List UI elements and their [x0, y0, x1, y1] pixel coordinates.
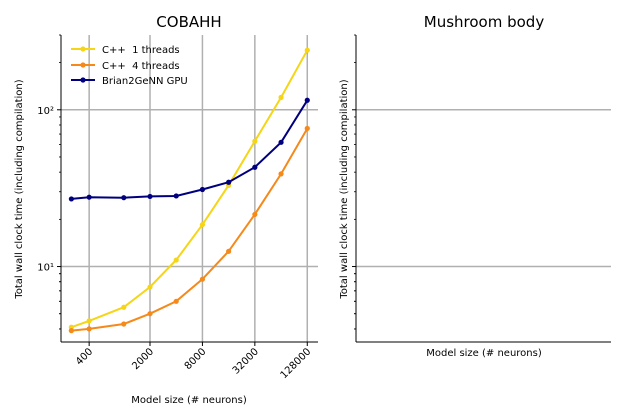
left-series-points: [68, 47, 310, 334]
data-point: [173, 257, 179, 263]
data-point: [278, 94, 284, 100]
data-point: [173, 193, 179, 199]
data-point: [68, 196, 74, 202]
data-point: [86, 318, 92, 324]
y-tick-label: 10¹: [37, 263, 54, 274]
data-point: [304, 125, 310, 132]
data-point: [226, 248, 232, 254]
legend-entry-cpp-4-threads: C++ 4 threads: [102, 61, 180, 72]
right-grid: [356, 109, 611, 268]
data-point: [199, 186, 206, 193]
left-chart-title: COBAHH: [156, 13, 221, 31]
series-line-1: [71, 128, 309, 332]
data-point: [86, 194, 92, 200]
legend-swatch-marker: [80, 62, 86, 68]
data-point: [226, 179, 232, 185]
x-tick-label: 8000: [183, 346, 209, 372]
data-point: [252, 138, 258, 144]
right-panel: Mushroom body Model size (# neurons) Tot…: [339, 13, 611, 359]
legend-swatch-marker: [80, 77, 86, 83]
right-chart-title: Mushroom body: [424, 13, 545, 31]
data-point: [173, 298, 179, 304]
data-point: [278, 171, 284, 177]
left-series-lines: [71, 49, 309, 332]
x-tick-label: 2000: [130, 346, 156, 372]
legend-swatch-marker: [80, 46, 86, 52]
x-tick-label: 400: [74, 346, 95, 367]
data-point: [121, 321, 127, 327]
legend-entry-cpp-1-thread: C++ 1 threads: [102, 45, 180, 56]
left-y-axis-label: Total wall clock time (including compila…: [14, 79, 25, 299]
right-y-ticks: [352, 34, 356, 330]
x-tick-label: 128000: [279, 346, 314, 381]
data-point: [86, 326, 92, 332]
left-x-axis-label: Model size (# neurons): [131, 395, 247, 406]
data-point: [252, 211, 258, 218]
legend-entry-brian2genn-gpu: Brian2GeNN GPU: [102, 76, 188, 87]
data-point: [252, 164, 258, 170]
data-point: [278, 139, 284, 145]
legend: C++ 1 threads C++ 4 threads Brian2GeNN G…: [71, 45, 188, 87]
data-point: [121, 195, 127, 201]
data-point: [304, 47, 310, 53]
left-x-ticks: 400 2000 8000 32000 128000: [74, 342, 313, 381]
data-point: [68, 328, 74, 334]
series-line-0: [71, 49, 309, 329]
right-x-axis-label: Model size (# neurons): [426, 348, 542, 359]
data-point: [121, 304, 127, 310]
left-panel: COBAHH 400 2000 8000 32000 128000 10¹ 10² Mod…: [14, 13, 318, 406]
left-y-ticks: 10¹ 10²: [37, 34, 61, 330]
data-point: [147, 284, 153, 290]
data-point: [147, 193, 153, 200]
x-tick-label: 32000: [231, 346, 261, 376]
data-point: [304, 97, 310, 103]
data-point: [199, 222, 206, 228]
data-point: [147, 311, 153, 317]
y-tick-label: 10²: [37, 106, 54, 117]
right-y-axis-label: Total wall clock time (including compila…: [339, 79, 350, 299]
series-line-2: [71, 99, 309, 200]
data-point: [199, 276, 206, 282]
left-grid: [61, 35, 318, 342]
